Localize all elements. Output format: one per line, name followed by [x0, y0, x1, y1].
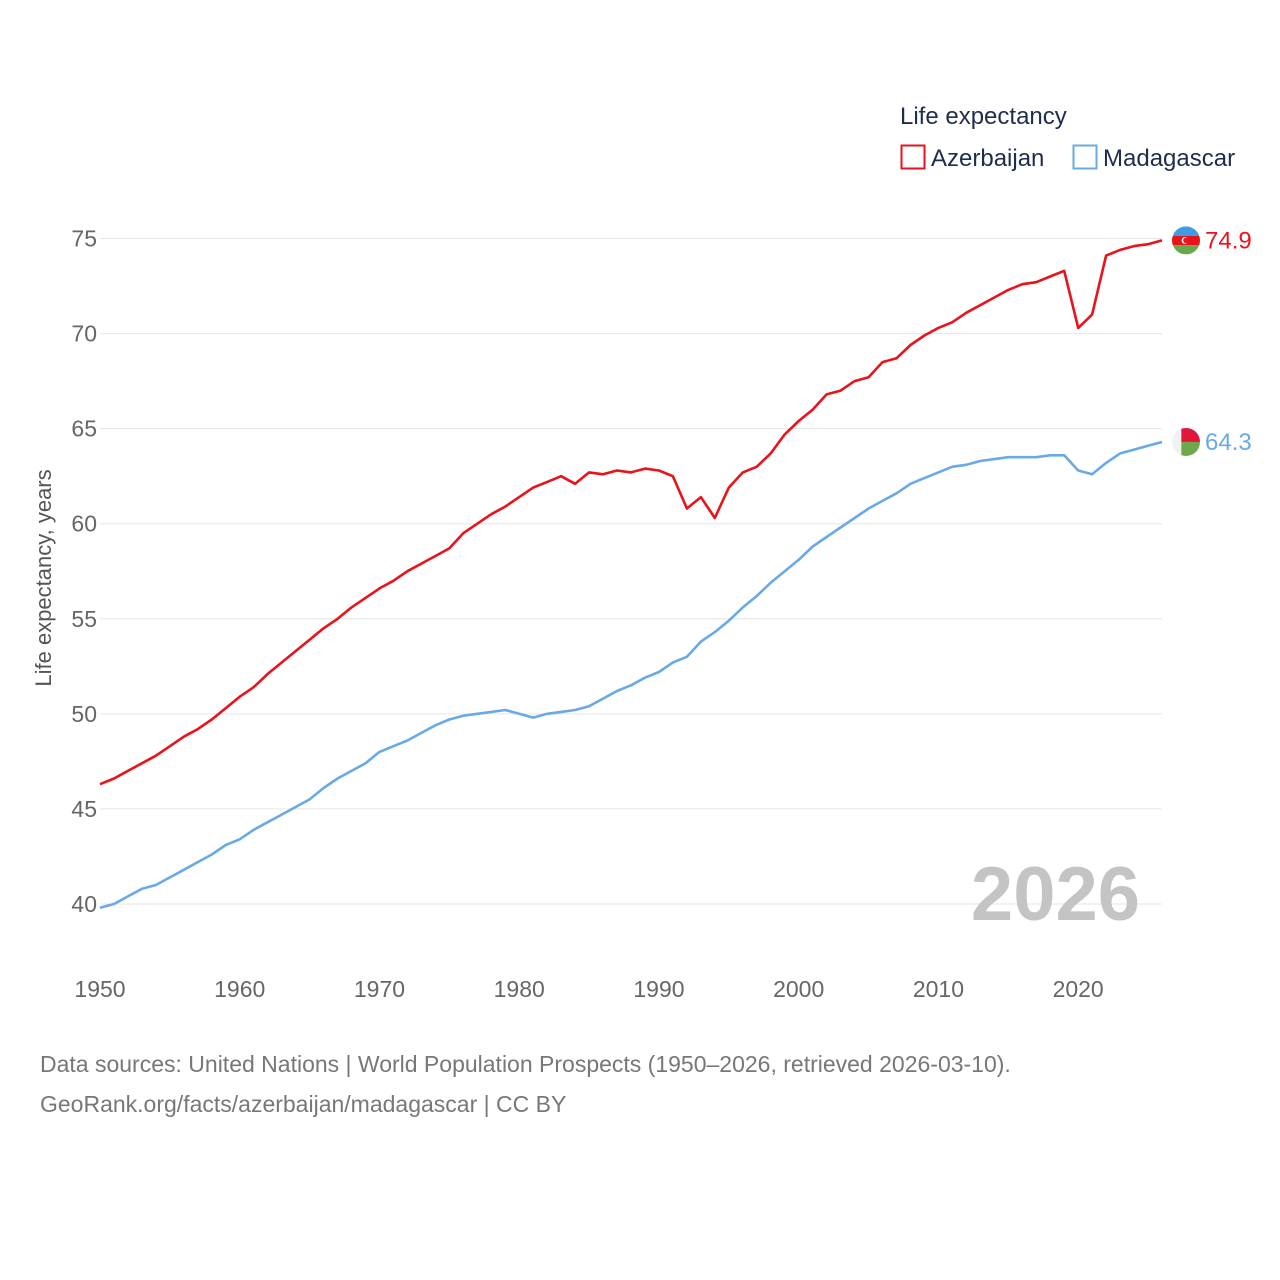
legend-swatch-madagascar[interactable] [1072, 144, 1098, 170]
y-tick-label-55: 55 [71, 606, 97, 632]
y-tick-label-75: 75 [71, 226, 97, 252]
end-value-label-madagascar: 64.3 [1205, 429, 1252, 456]
series-lines [99, 239, 1163, 910]
source-line-1: Data sources: United Nations | World Pop… [40, 1051, 1011, 1077]
x-tick-label-1970: 1970 [354, 976, 405, 1002]
y-axis-ticks: 40 45 50 55 60 65 70 75 [71, 226, 97, 917]
y-tick-label-60: 60 [71, 511, 97, 537]
legend-label-madagascar[interactable]: Madagascar [1103, 145, 1235, 172]
x-tick-label-2000: 2000 [773, 976, 824, 1002]
x-tick-label-1990: 1990 [633, 976, 684, 1002]
legend-swatch-azerbaijan[interactable] [900, 144, 926, 170]
end-value-label-azerbaijan: 74.9 [1205, 227, 1252, 254]
current-year-label: 2026 [971, 852, 1140, 937]
y-tick-label-65: 65 [71, 416, 97, 442]
y-tick-label-40: 40 [71, 891, 97, 917]
azerbaijan-flag-icon [1172, 226, 1200, 255]
series-line-madagascar[interactable] [99, 440, 1163, 910]
series-line-azerbaijan[interactable] [99, 239, 1163, 786]
legend: Life expectancy Azerbaijan Madagascar [900, 103, 1235, 172]
x-axis-ticks: 1950 1960 1970 1980 1990 2000 2010 2020 [74, 976, 1103, 1002]
source-note: Data sources: United Nations | World Pop… [40, 1044, 1011, 1124]
gridlines [100, 238, 1162, 905]
x-tick-label-1980: 1980 [494, 976, 545, 1002]
x-tick-label-1950: 1950 [74, 976, 125, 1002]
source-line-2[interactable]: GeoRank.org/facts/azerbaijan/madagascar … [40, 1091, 567, 1117]
y-axis-label: Life expectancy, years [31, 469, 56, 686]
y-tick-label-50: 50 [71, 701, 97, 727]
x-tick-label-1960: 1960 [214, 976, 265, 1002]
legend-label-azerbaijan[interactable]: Azerbaijan [931, 145, 1044, 172]
madagascar-flag-icon [1172, 427, 1200, 456]
x-tick-label-2020: 2020 [1053, 976, 1104, 1002]
legend-title: Life expectancy [900, 103, 1067, 130]
x-tick-label-2010: 2010 [913, 976, 964, 1002]
y-tick-label-45: 45 [71, 796, 97, 822]
y-tick-label-70: 70 [71, 321, 97, 347]
end-markers: 74.9 64.3 [1172, 226, 1252, 456]
